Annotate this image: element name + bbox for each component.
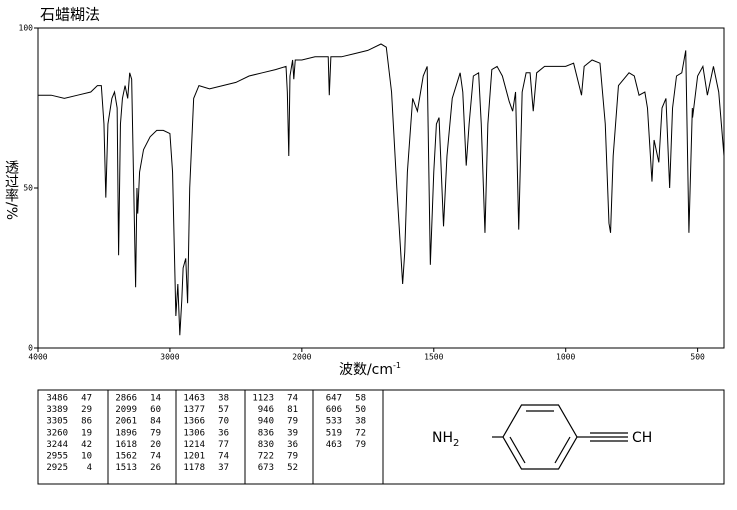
- peak-transmittance: 81: [287, 405, 298, 415]
- spectrum-line: [38, 43, 725, 336]
- x-tick-label: 1500: [424, 353, 443, 362]
- double-bond: [509, 436, 526, 464]
- chart-title: 石蜡糊法: [40, 6, 100, 24]
- peak-wavenumber: 830: [258, 440, 274, 450]
- x-axis-label-text: 波数/cm: [339, 362, 393, 378]
- peak-transmittance: 79: [287, 452, 298, 462]
- peak-transmittance: 14: [150, 394, 161, 404]
- peak-transmittance: 74: [287, 394, 298, 404]
- x-axis-label-superscript: -1: [393, 361, 401, 370]
- peak-wavenumber: 1562: [115, 452, 137, 462]
- peak-wavenumber: 2061: [115, 417, 137, 427]
- double-bond: [554, 436, 571, 464]
- peak-wavenumber: 3305: [46, 417, 68, 427]
- peak-transmittance: 36: [218, 428, 229, 438]
- peak-transmittance: 29: [81, 405, 92, 415]
- peak-wavenumber: 3486: [46, 394, 68, 404]
- peak-transmittance: 77: [218, 440, 229, 450]
- peak-transmittance: 74: [150, 452, 161, 462]
- peak-wavenumber: 1178: [183, 463, 205, 473]
- peak-wavenumber: 606: [326, 405, 342, 415]
- y-tick-label: 50: [23, 184, 33, 193]
- structure: [492, 404, 628, 470]
- amine-subscript: 2: [453, 438, 459, 449]
- peak-transmittance: 4: [87, 463, 92, 473]
- peak-wavenumber: 1618: [115, 440, 137, 450]
- peak-wavenumber: 673: [258, 463, 274, 473]
- peak-transmittance: 79: [150, 428, 161, 438]
- y-axis-label: 透过率/%: [3, 160, 19, 220]
- peak-transmittance: 79: [355, 440, 366, 450]
- peak-wavenumber: 722: [258, 452, 274, 462]
- peak-transmittance: 79: [287, 417, 298, 427]
- peak-wavenumber: 1513: [115, 463, 137, 473]
- peak-transmittance: 47: [81, 394, 92, 404]
- peak-wavenumber: 1377: [183, 405, 205, 415]
- peak-transmittance: 58: [355, 394, 366, 404]
- peak-transmittance: 39: [287, 428, 298, 438]
- peak-transmittance: 38: [218, 394, 229, 404]
- benzene-ring: [502, 404, 578, 470]
- peak-wavenumber: 1123: [252, 394, 274, 404]
- peak-wavenumber: 463: [326, 440, 342, 450]
- peak-wavenumber: 2925: [46, 463, 68, 473]
- peak-wavenumber: 1366: [183, 417, 205, 427]
- peak-transmittance: 86: [81, 417, 92, 427]
- x-tick-label: 1000: [556, 353, 575, 362]
- peak-wavenumber: 3244: [46, 440, 68, 450]
- peak-wavenumber: 1306: [183, 428, 205, 438]
- x-axis-label: 波数/cm-1: [339, 361, 401, 379]
- peak-transmittance: 38: [355, 417, 366, 427]
- peak-transmittance: 19: [81, 428, 92, 438]
- peak-wavenumber: 647: [326, 394, 342, 404]
- peak-transmittance: 84: [150, 417, 161, 427]
- peak-transmittance: 37: [218, 463, 229, 473]
- x-tick-label: 4000: [28, 353, 47, 362]
- peak-transmittance: 74: [218, 452, 229, 462]
- peak-wavenumber: 836: [258, 428, 274, 438]
- x-tick-label: 500: [690, 353, 705, 362]
- peak-transmittance: 36: [287, 440, 298, 450]
- peak-wavenumber: 2099: [115, 405, 137, 415]
- plot-frame: [37, 27, 725, 349]
- x-tick-label: 3000: [160, 353, 179, 362]
- peak-transmittance: 52: [287, 463, 298, 473]
- peak-wavenumber: 1896: [115, 428, 137, 438]
- peak-wavenumber: 940: [258, 417, 274, 427]
- peak-wavenumber: 1201: [183, 452, 205, 462]
- alkyne-label: CH: [632, 430, 652, 446]
- amine-label: NH: [432, 430, 453, 446]
- peak-wavenumber: 519: [326, 428, 342, 438]
- amine-group: NH2: [432, 430, 459, 449]
- peak-wavenumber: 3260: [46, 428, 68, 438]
- peak-wavenumber: 2866: [115, 394, 137, 404]
- peak-wavenumber: 533: [326, 417, 342, 427]
- peak-transmittance: 70: [218, 417, 229, 427]
- peak-transmittance: 50: [355, 405, 366, 415]
- peak-wavenumber: 2955: [46, 452, 68, 462]
- peak-transmittance: 10: [81, 452, 92, 462]
- peak-wavenumber: 946: [258, 405, 274, 415]
- x-tick-label: 2000: [292, 353, 311, 362]
- peak-transmittance: 42: [81, 440, 92, 450]
- peak-transmittance: 26: [150, 463, 161, 473]
- peak-wavenumber: 3389: [46, 405, 68, 415]
- peak-wavenumber: 1463: [183, 394, 205, 404]
- y-tick-label: 0: [28, 344, 33, 353]
- peak-transmittance: 60: [150, 405, 161, 415]
- peak-transmittance: 20: [150, 440, 161, 450]
- peak-wavenumber: 1214: [183, 440, 205, 450]
- y-tick-label: 100: [19, 24, 34, 33]
- peak-transmittance: 72: [355, 428, 366, 438]
- table-frame: [37, 389, 725, 485]
- peak-transmittance: 57: [218, 405, 229, 415]
